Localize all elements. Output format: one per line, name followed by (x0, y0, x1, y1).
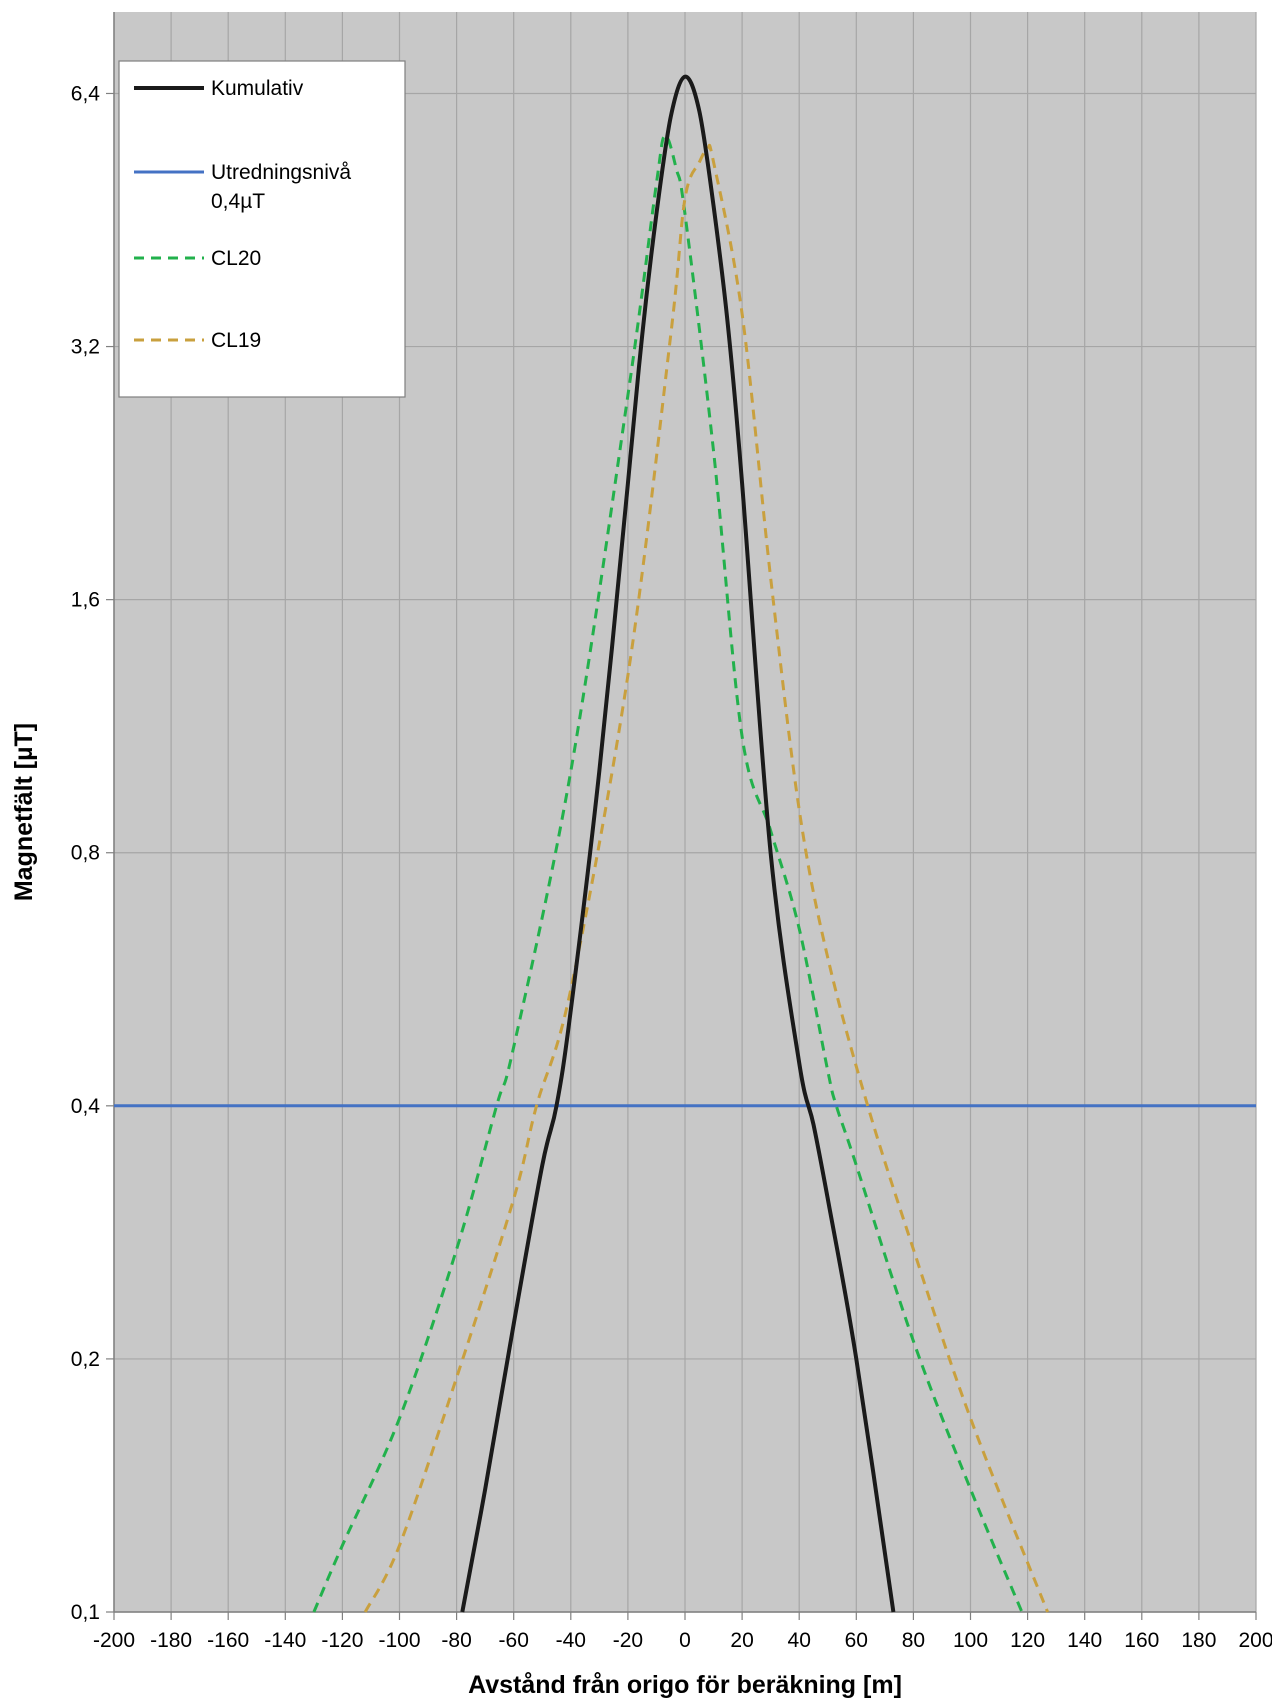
x-tick-label: 140 (1067, 1629, 1102, 1652)
y-tick-label: 6,4 (71, 82, 101, 105)
x-tick-label: -80 (441, 1629, 471, 1652)
legend-box (118, 60, 406, 398)
x-tick-label: 180 (1181, 1629, 1216, 1652)
series-group (114, 74, 1256, 1613)
axes (106, 12, 1257, 1620)
x-tick-label: 80 (902, 1629, 925, 1652)
x-tick-label: -180 (150, 1629, 192, 1652)
y-tick-label: 0,2 (71, 1348, 100, 1371)
y-tick-label: 3,2 (71, 336, 100, 359)
legend-label-cl19: CL19 (211, 329, 261, 352)
x-tick-label: 160 (1124, 1629, 1159, 1652)
x-tick-labels: -200 -180 -160 -140 -120 -100 -80 -60 -40 -20 0 20 4… (93, 1629, 1272, 1652)
x-tick-label: 120 (1010, 1629, 1045, 1652)
x-tick-label: -140 (264, 1629, 306, 1652)
x-axis-title: Avstånd från origo för beräkning [m] (468, 1671, 902, 1699)
legend-label-utredningsniva: 0,4µT (211, 190, 265, 213)
x-tick-label: 20 (730, 1629, 753, 1652)
legend-label-utredningsniva: Utredningsnivå (211, 161, 351, 184)
series-line-kumulativ (460, 74, 896, 1613)
legend: Kumulativ Utredningsnivå 0,4µT CL20 CL19 (118, 60, 406, 398)
y-axis-title: Magnetfält [µT] (10, 723, 38, 901)
y-tick-labels: 0,1 0,2 0,4 0,8 1,6 3,2 6,4 (71, 82, 101, 1624)
x-tick-label: -60 (499, 1629, 529, 1652)
x-tick-label: -20 (613, 1629, 643, 1652)
x-tick-label: -100 (378, 1629, 420, 1652)
y-tick-label: 0,1 (71, 1601, 100, 1624)
y-tick-label: 1,6 (71, 589, 100, 612)
x-tick-label: -160 (207, 1629, 249, 1652)
series-line-cl19 (363, 143, 1049, 1613)
legend-label-cl20: CL20 (211, 247, 261, 270)
x-tick-label: 60 (845, 1629, 868, 1652)
x-tick-label: 0 (679, 1629, 691, 1652)
legend-label-kumulativ: Kumulativ (211, 77, 304, 100)
x-tick-label: 200 (1238, 1629, 1272, 1652)
x-tick-label: -120 (321, 1629, 363, 1652)
x-tick-label: -200 (93, 1629, 135, 1652)
y-tick-label: 0,8 (71, 842, 100, 865)
x-tick-label: 100 (953, 1629, 988, 1652)
x-tick-label: -40 (556, 1629, 586, 1652)
series-line-cl20 (312, 134, 1024, 1613)
x-tick-label: 40 (788, 1629, 811, 1652)
y-tick-label: 0,4 (71, 1095, 101, 1118)
